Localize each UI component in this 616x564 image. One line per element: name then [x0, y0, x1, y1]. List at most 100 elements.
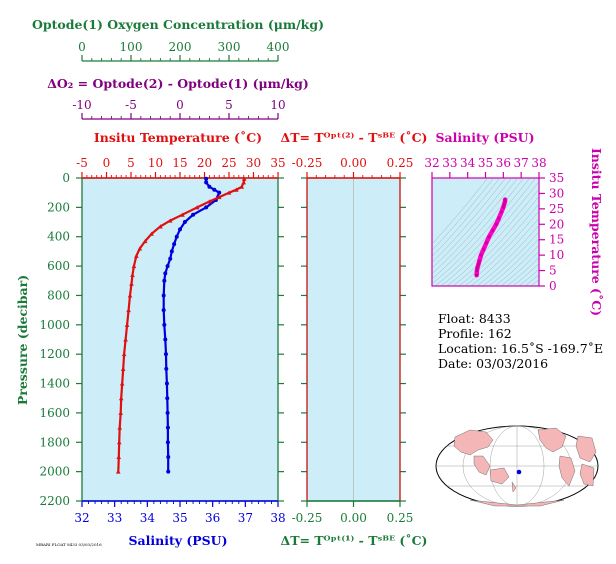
salinity-point — [165, 396, 170, 401]
ts-salinity-tick-label: 37 — [514, 156, 529, 170]
temperature-point — [137, 246, 143, 251]
ts-temperature-tick-label: 15 — [549, 233, 564, 247]
temperature-axis-tick-label: 35 — [270, 156, 285, 170]
ts-isopycnal-line — [500, 251, 539, 286]
oxygen-axis-tick-label: 300 — [218, 40, 241, 54]
delta-t-top-title: ΔT= Tᴼᵖᵗ⁽²⁾ - Tˢᴮᴱ (˚C) — [281, 130, 428, 145]
temperature-point — [121, 351, 127, 357]
salinity-point — [163, 352, 168, 357]
salinity-axis-title: Salinity (PSU) — [128, 533, 227, 548]
salinity-point — [164, 366, 169, 371]
oxygen-axis-title: Optode(1) Oxygen Concentration (μm/kg) — [32, 17, 324, 32]
delta-t-bottom-tick-label: 0.25 — [387, 511, 414, 525]
pressure-tick-label: 200 — [47, 200, 70, 214]
ts-salinity-tick-label: 32 — [424, 156, 439, 170]
temperature-axis-tick-label: 5 — [127, 156, 135, 170]
temperature-point — [131, 263, 137, 269]
delta-t-top-axis-tick-label: 0.25 — [387, 156, 414, 170]
salinity-axis-tick-label: 34 — [140, 511, 156, 525]
pressure-tick-label: 400 — [47, 230, 70, 244]
pressure-tick-label: 1600 — [39, 406, 70, 420]
temperature-point — [216, 194, 222, 200]
temperature-axis-title: Insitu Temperature (˚C) — [94, 130, 262, 145]
ts-salinity-tick-label: 33 — [442, 156, 457, 170]
float-location-marker — [516, 469, 522, 475]
ts-isopycnal-line — [476, 224, 539, 286]
salinity-axis-tick-label: 32 — [74, 511, 89, 525]
ts-salinity-tick-label: 36 — [496, 156, 511, 170]
salinity-point — [182, 220, 187, 225]
pressure-tick-label: 1000 — [39, 318, 70, 332]
ts-temperature-tick-label: 10 — [549, 248, 564, 262]
salinity-point — [217, 190, 222, 195]
temperature-axis-tick-label: 20 — [197, 156, 212, 170]
salinity-axis-tick-label: 35 — [172, 511, 187, 525]
pressure-tick-label: 0 — [62, 171, 70, 185]
temperature-axis-tick-label: -5 — [76, 156, 88, 170]
float-id: Float: 8433 — [438, 311, 511, 326]
oxygen-axis-tick-label: 0 — [78, 40, 86, 54]
ts-isopycnal-line — [452, 196, 539, 286]
salinity-point — [178, 227, 182, 232]
pressure-axis-title: Pressure (decibar) — [15, 275, 30, 405]
ts-isopycnal-line — [506, 257, 539, 286]
footnote: MBARI FLOAT 8433 03/03/2016 — [36, 542, 102, 547]
temperature-point — [129, 281, 134, 286]
delta-t-top-axis-tick-label: -0.25 — [292, 156, 323, 170]
temperature-point — [167, 218, 173, 223]
oxygen-axis-tick-label: 200 — [169, 40, 192, 54]
ts-isopycnal-line — [434, 178, 536, 286]
temperature-point — [116, 440, 122, 445]
salinity-point — [165, 410, 170, 415]
ts-isopycnal-line — [446, 188, 539, 286]
delta-o2-axis-tick-label: 10 — [270, 98, 285, 112]
delta-t-bottom-title: ΔT= Tᴼᵖᵗ⁽¹⁾ - Tˢᴮᴱ (˚C) — [281, 533, 428, 548]
map-land — [453, 427, 597, 507]
ts-point — [497, 216, 501, 220]
temperature-point — [158, 224, 163, 229]
salinity-point — [174, 234, 179, 239]
salinity-point — [169, 249, 174, 254]
salinity-point — [166, 469, 171, 474]
salinity-point — [212, 187, 217, 192]
temperature-point — [239, 184, 245, 189]
delta-o2-axis-tick-label: -10 — [72, 98, 91, 112]
salinity-point — [204, 180, 209, 185]
ts-point — [479, 253, 483, 257]
delta-t-bottom-tick-label: -0.25 — [292, 511, 323, 525]
temperature-point — [116, 454, 122, 459]
delta-t-bottom-tick-label: 0.00 — [340, 511, 367, 525]
ts-salinity-tick-label: 35 — [478, 156, 493, 170]
ts-right-title: Insitu Temperature (˚C) — [589, 148, 604, 316]
pressure-tick-label: 2000 — [39, 465, 70, 479]
ts-point — [475, 265, 480, 270]
delta-o2-axis: ΔO₂ = Optode(2) - Optode(1) (μm/kg) -10 -… — [47, 76, 309, 120]
salinity-axis-tick-label: 36 — [205, 511, 220, 525]
ts-isopycnal-line — [432, 178, 524, 279]
delta-t-top-axis-tick-label: 0.00 — [340, 156, 367, 170]
temperature-axis-tick-label: 10 — [148, 156, 163, 170]
ts-top-title: Salinity (PSU) — [435, 130, 534, 145]
temperature-axis-tick-label: 30 — [246, 156, 261, 170]
salinity-point — [168, 256, 173, 261]
ts-isopycnal-line — [432, 178, 530, 284]
ts-isopycnal-line — [432, 178, 506, 263]
ts-point — [502, 202, 506, 206]
temperature-point — [126, 307, 131, 313]
oxygen-axis-tick-label: 100 — [120, 40, 143, 54]
ts-temperature-tick-label: 25 — [549, 202, 564, 216]
ts-point — [477, 259, 481, 263]
ts-temperature-tick-label: 35 — [549, 171, 564, 185]
salinity-point — [204, 205, 209, 210]
temperature-point — [115, 469, 121, 474]
delta-o2-axis-title: ΔO₂ = Optode(2) - Optode(1) (μm/kg) — [47, 76, 309, 91]
ts-point — [501, 205, 505, 209]
temperature-point — [118, 410, 124, 415]
ts-isopycnal-line — [464, 210, 539, 286]
salinity-point — [204, 176, 209, 181]
delta-o2-axis-tick-label: 0 — [176, 98, 184, 112]
temperature-point — [118, 396, 124, 401]
temperature-point — [117, 425, 123, 430]
temperature-point — [226, 190, 232, 195]
